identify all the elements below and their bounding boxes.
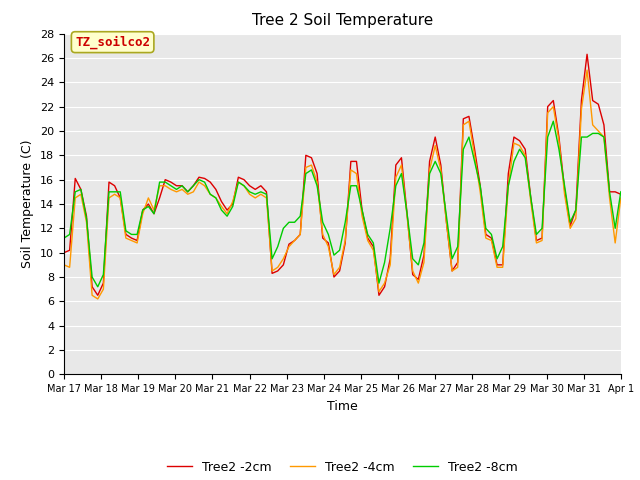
X-axis label: Time: Time bbox=[327, 400, 358, 413]
Line: Tree2 -8cm: Tree2 -8cm bbox=[64, 121, 621, 287]
Y-axis label: Soil Temperature (C): Soil Temperature (C) bbox=[22, 140, 35, 268]
Tree2 -4cm bbox=[617, 195, 625, 201]
Tree2 -4cm bbox=[577, 106, 585, 112]
Tree2 -8cm bbox=[550, 119, 557, 124]
Line: Tree2 -4cm: Tree2 -4cm bbox=[64, 70, 621, 299]
Legend: Tree2 -2cm, Tree2 -4cm, Tree2 -8cm: Tree2 -2cm, Tree2 -4cm, Tree2 -8cm bbox=[162, 456, 523, 479]
Tree2 -4cm bbox=[600, 134, 608, 140]
Tree2 -2cm bbox=[583, 51, 591, 57]
Tree2 -2cm bbox=[60, 250, 68, 255]
Tree2 -4cm bbox=[173, 189, 180, 195]
Tree2 -4cm bbox=[583, 67, 591, 73]
Title: Tree 2 Soil Temperature: Tree 2 Soil Temperature bbox=[252, 13, 433, 28]
Tree2 -2cm bbox=[195, 174, 203, 180]
Tree2 -2cm bbox=[94, 292, 102, 298]
Tree2 -2cm bbox=[397, 155, 405, 161]
Tree2 -4cm bbox=[397, 162, 405, 168]
Tree2 -8cm bbox=[60, 235, 68, 241]
Tree2 -8cm bbox=[397, 171, 405, 177]
Tree2 -8cm bbox=[195, 177, 203, 182]
Tree2 -4cm bbox=[353, 171, 360, 177]
Tree2 -8cm bbox=[173, 187, 180, 192]
Tree2 -2cm bbox=[577, 97, 585, 103]
Tree2 -2cm bbox=[600, 122, 608, 128]
Tree2 -2cm bbox=[617, 192, 625, 197]
Tree2 -8cm bbox=[617, 189, 625, 195]
Tree2 -8cm bbox=[94, 284, 102, 289]
Tree2 -8cm bbox=[353, 183, 360, 189]
Tree2 -4cm bbox=[60, 262, 68, 268]
Tree2 -2cm bbox=[353, 158, 360, 164]
Tree2 -4cm bbox=[195, 179, 203, 185]
Tree2 -8cm bbox=[600, 134, 608, 140]
Tree2 -8cm bbox=[583, 134, 591, 140]
Tree2 -4cm bbox=[94, 296, 102, 302]
Text: TZ_soilco2: TZ_soilco2 bbox=[75, 36, 150, 49]
Line: Tree2 -2cm: Tree2 -2cm bbox=[64, 54, 621, 295]
Tree2 -2cm bbox=[173, 183, 180, 189]
